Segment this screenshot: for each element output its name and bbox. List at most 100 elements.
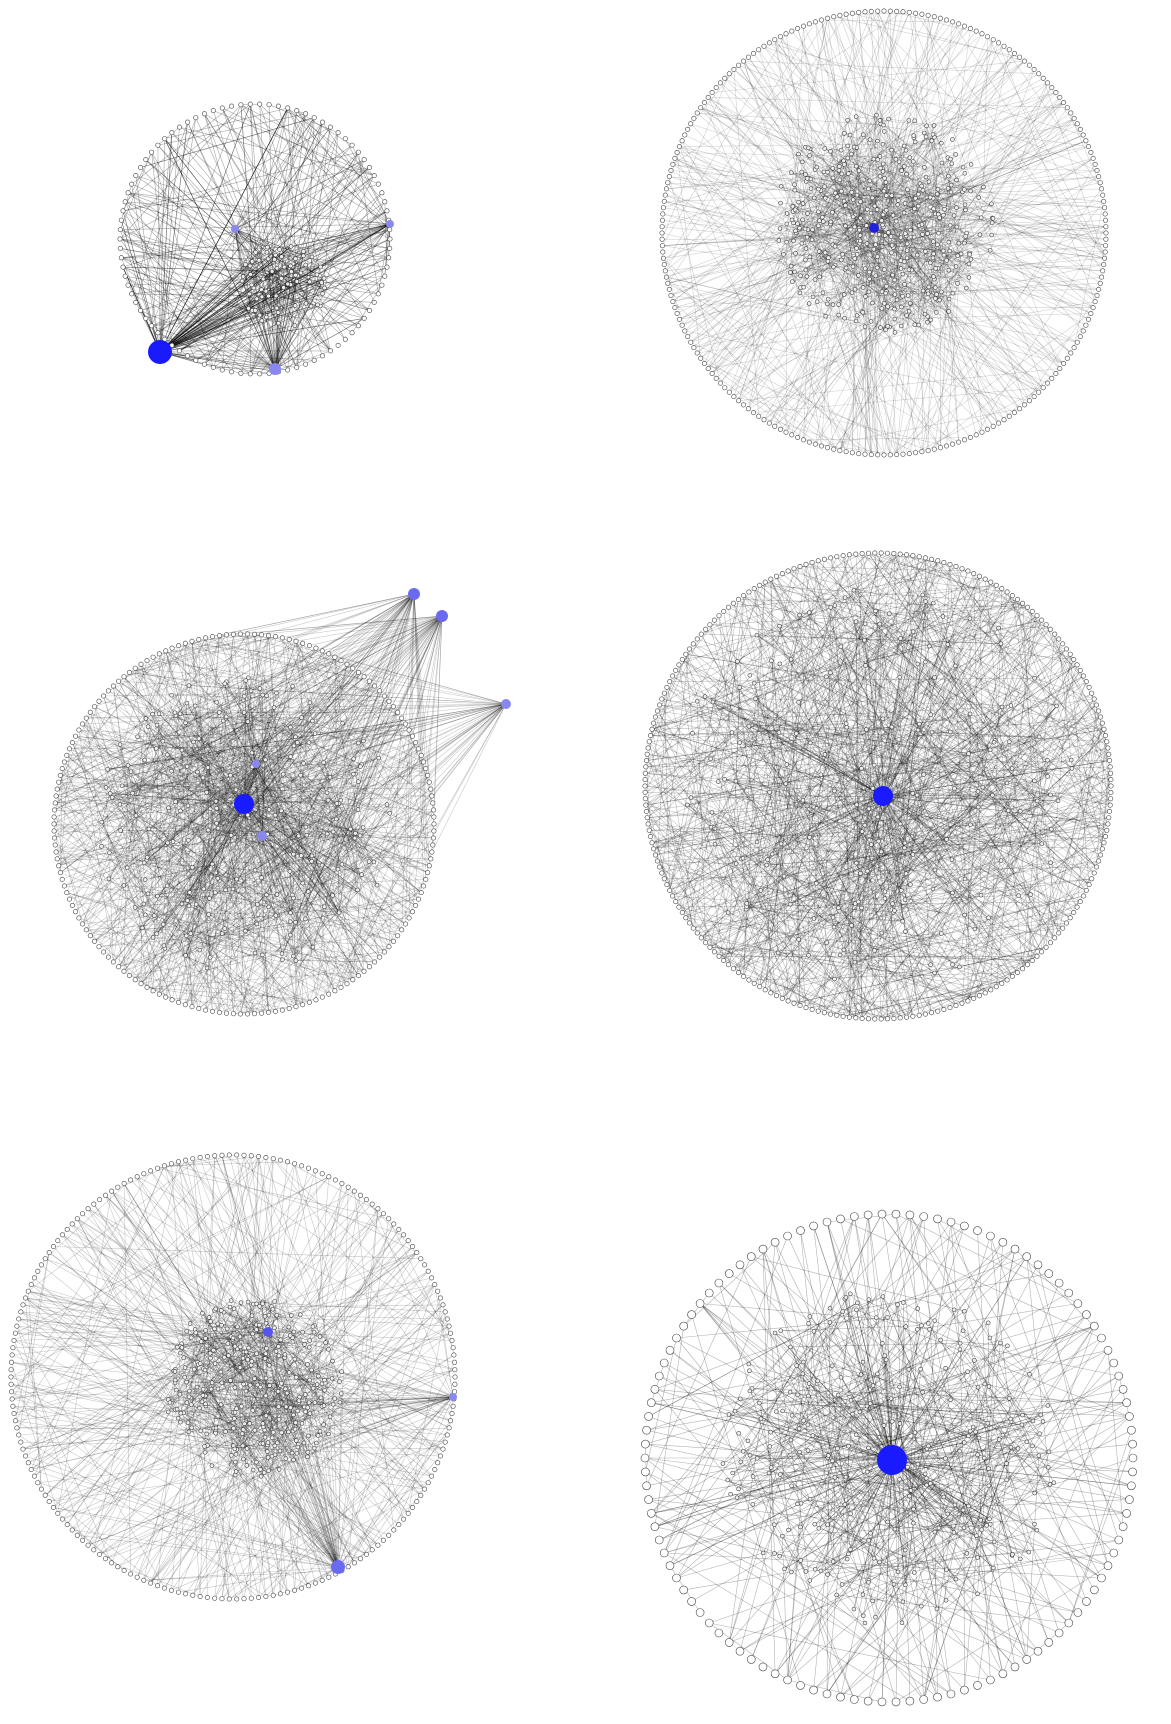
- node: [319, 265, 323, 269]
- node: [667, 287, 671, 291]
- node: [294, 639, 298, 643]
- node: [291, 954, 295, 958]
- node: [907, 451, 911, 455]
- node: [846, 172, 850, 176]
- node: [249, 272, 253, 276]
- node: [421, 884, 425, 888]
- node: [947, 297, 951, 301]
- node: [872, 247, 876, 251]
- node: [353, 831, 357, 835]
- node: [842, 199, 846, 203]
- node: [907, 10, 911, 14]
- node: [217, 633, 221, 637]
- node: [265, 245, 269, 249]
- node: [1017, 407, 1021, 411]
- node: [823, 251, 827, 255]
- node: [902, 211, 906, 215]
- node: [934, 266, 938, 270]
- node: [1045, 381, 1049, 385]
- node: [1054, 371, 1058, 375]
- node: [816, 224, 820, 228]
- node: [313, 732, 317, 736]
- node: [147, 827, 151, 831]
- node: [58, 773, 62, 777]
- node: [793, 270, 797, 274]
- node: [295, 108, 299, 112]
- node: [286, 368, 290, 372]
- node: [253, 951, 257, 955]
- node: [683, 329, 687, 333]
- node: [312, 358, 316, 362]
- node: [62, 760, 66, 764]
- node: [356, 780, 360, 784]
- node: [930, 139, 934, 143]
- node: [1097, 174, 1101, 178]
- node: [273, 1009, 277, 1013]
- node: [314, 646, 318, 650]
- node: [65, 890, 69, 894]
- node: [1102, 256, 1106, 260]
- node: [292, 852, 296, 856]
- node: [245, 632, 249, 636]
- node: [280, 255, 284, 259]
- node: [242, 710, 246, 714]
- node: [943, 207, 947, 211]
- node: [980, 32, 984, 36]
- node: [84, 716, 88, 720]
- node: [926, 232, 930, 236]
- node: [853, 257, 857, 261]
- node: [789, 171, 793, 175]
- node: [133, 978, 137, 982]
- node: [301, 254, 305, 258]
- node: [80, 722, 84, 726]
- node: [1095, 168, 1099, 172]
- node: [952, 214, 956, 218]
- node: [152, 914, 156, 918]
- node: [846, 118, 850, 122]
- node: [956, 22, 960, 26]
- node: [851, 215, 855, 219]
- node: [863, 325, 867, 329]
- node: [851, 198, 855, 202]
- node: [807, 440, 811, 444]
- node: [315, 273, 319, 277]
- node: [778, 227, 782, 231]
- node: [913, 207, 917, 211]
- node: [751, 410, 755, 414]
- node: [852, 145, 856, 149]
- node: [1050, 376, 1054, 380]
- node: [413, 740, 417, 744]
- node: [967, 262, 971, 266]
- node: [265, 893, 269, 897]
- node: [887, 117, 891, 121]
- node: [832, 15, 836, 19]
- node: [886, 305, 890, 309]
- node: [844, 266, 848, 270]
- node: [1081, 329, 1085, 333]
- node: [858, 233, 862, 237]
- node: [188, 890, 192, 894]
- node: [101, 694, 105, 698]
- node: [267, 808, 271, 812]
- node: [387, 699, 391, 703]
- node: [360, 873, 364, 877]
- node: [932, 207, 936, 211]
- node: [120, 784, 124, 788]
- node: [380, 283, 384, 287]
- node: [110, 795, 114, 799]
- node: [925, 320, 929, 324]
- node: [863, 10, 867, 14]
- node: [111, 684, 115, 688]
- node: [913, 323, 917, 327]
- node: [746, 407, 750, 411]
- node: [391, 705, 395, 709]
- node: [673, 305, 677, 309]
- node: [145, 658, 149, 662]
- node: [299, 271, 303, 275]
- node: [848, 133, 852, 137]
- node: [790, 433, 794, 437]
- node: [1032, 394, 1036, 398]
- node: [92, 939, 96, 943]
- node: [673, 156, 677, 160]
- node: [138, 308, 142, 312]
